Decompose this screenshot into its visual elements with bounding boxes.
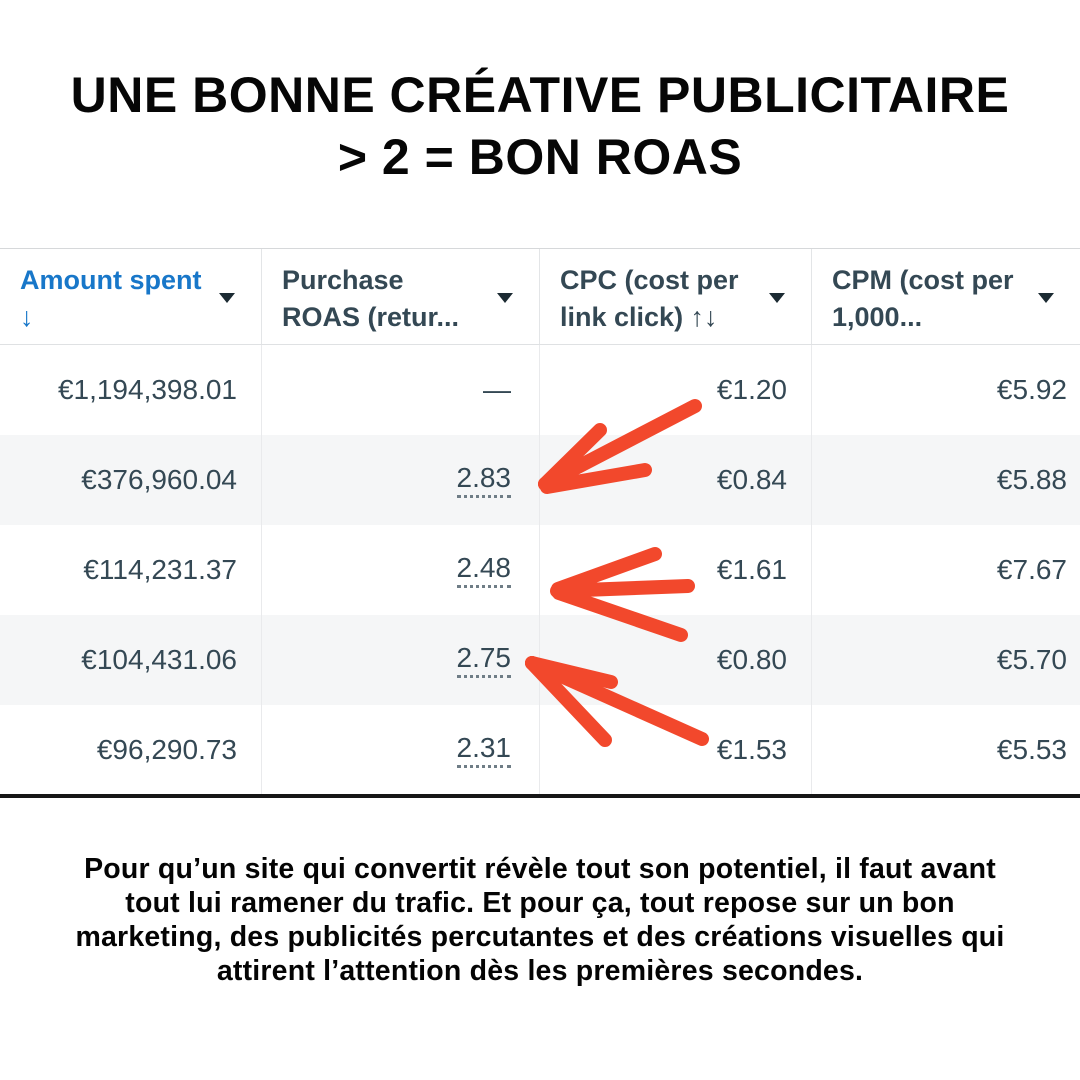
ads-metrics-table: Amount spent ↓ Purchase ROAS (retur... C… <box>0 248 1080 795</box>
cpc-value: €0.84 <box>716 464 787 495</box>
cpm-value: €5.53 <box>996 734 1067 765</box>
amount-spent-value: €96,290.73 <box>96 734 237 765</box>
page-title-line2: > 2 = BON ROAS <box>337 129 743 185</box>
cpm-value: €5.70 <box>996 644 1067 675</box>
cpc-cell: €0.80 <box>540 615 812 705</box>
column-header-label: CPM (cost per 1,000... <box>832 265 1014 332</box>
cpm-cell: €5.92 <box>812 345 1080 435</box>
cpm-cell: €5.53 <box>812 705 1080 795</box>
table-header-row: Amount spent ↓ Purchase ROAS (retur... C… <box>0 248 1080 345</box>
cpc-value: €1.61 <box>716 554 787 585</box>
amount-spent-cell: €104,431.06 <box>0 615 262 705</box>
amount-spent-cell: €114,231.37 <box>0 525 262 615</box>
amount-spent-cell: €376,960.04 <box>0 435 262 525</box>
cpc-cell: €1.20 <box>540 345 812 435</box>
section-divider <box>0 794 1080 798</box>
cpc-value: €1.53 <box>716 734 787 765</box>
cpc-cell: €1.53 <box>540 705 812 795</box>
column-header-cpc[interactable]: CPC (cost per link click) ↑↓ <box>540 249 812 344</box>
table-row: €104,431.06 2.75 €0.80 €5.70 <box>0 615 1080 705</box>
cpm-value: €5.92 <box>996 374 1067 405</box>
roas-cell: 2.31 <box>262 705 540 795</box>
column-header-purchase-roas[interactable]: Purchase ROAS (retur... <box>262 249 540 344</box>
table-row: €96,290.73 2.31 €1.53 €5.53 <box>0 705 1080 795</box>
roas-value[interactable]: 2.31 <box>456 732 511 768</box>
cpm-cell: €5.70 <box>812 615 1080 705</box>
footer-caption: Pour qu’un site qui convertit révèle tou… <box>75 853 1005 987</box>
amount-spent-value: €114,231.37 <box>83 554 237 585</box>
cpm-value: €7.67 <box>996 554 1067 585</box>
roas-cell: 2.83 <box>262 435 540 525</box>
amount-spent-value: €376,960.04 <box>81 464 237 495</box>
sort-descending-icon: ↓ <box>20 302 34 332</box>
roas-value[interactable]: 2.48 <box>456 552 511 588</box>
cpc-value: €0.80 <box>716 644 787 675</box>
column-menu-caret-icon[interactable] <box>219 293 235 303</box>
column-header-amount-spent[interactable]: Amount spent ↓ <box>0 249 262 344</box>
roas-value[interactable]: 2.75 <box>456 642 511 678</box>
table-row: €1,194,398.01 — €1.20 €5.92 <box>0 345 1080 435</box>
table-row: €114,231.37 2.48 €1.61 €7.67 <box>0 525 1080 615</box>
roas-value: — <box>483 374 511 405</box>
amount-spent-cell: €96,290.73 <box>0 705 262 795</box>
column-header-cpm[interactable]: CPM (cost per 1,000... <box>812 249 1080 344</box>
column-header-label: Amount spent ↓ <box>20 262 209 336</box>
roas-cell: 2.48 <box>262 525 540 615</box>
page-title: UNE BONNE CRÉATIVE PUBLICITAIRE > 2 = BO… <box>0 64 1080 188</box>
amount-spent-cell: €1,194,398.01 <box>0 345 262 435</box>
cpm-value: €5.88 <box>996 464 1067 495</box>
column-menu-caret-icon[interactable] <box>497 293 513 303</box>
amount-spent-value: €1,194,398.01 <box>57 374 237 405</box>
cpc-cell: €0.84 <box>540 435 812 525</box>
roas-cell: — <box>262 345 540 435</box>
amount-spent-value: €104,431.06 <box>81 644 237 675</box>
table-row: €376,960.04 2.83 €0.84 €5.88 <box>0 435 1080 525</box>
column-menu-caret-icon[interactable] <box>1038 293 1054 303</box>
roas-value[interactable]: 2.83 <box>456 462 511 498</box>
column-header-label: Purchase ROAS (retur... <box>282 265 460 332</box>
amount-spent-label: Amount spent <box>20 265 202 295</box>
column-header-label: CPC (cost per link click) ↑↓ <box>560 265 739 332</box>
roas-cell: 2.75 <box>262 615 540 705</box>
cpc-cell: €1.61 <box>540 525 812 615</box>
page-title-line1: UNE BONNE CRÉATIVE PUBLICITAIRE <box>70 67 1010 123</box>
cpm-cell: €7.67 <box>812 525 1080 615</box>
cpm-cell: €5.88 <box>812 435 1080 525</box>
cpc-value: €1.20 <box>716 374 787 405</box>
column-menu-caret-icon[interactable] <box>769 293 785 303</box>
